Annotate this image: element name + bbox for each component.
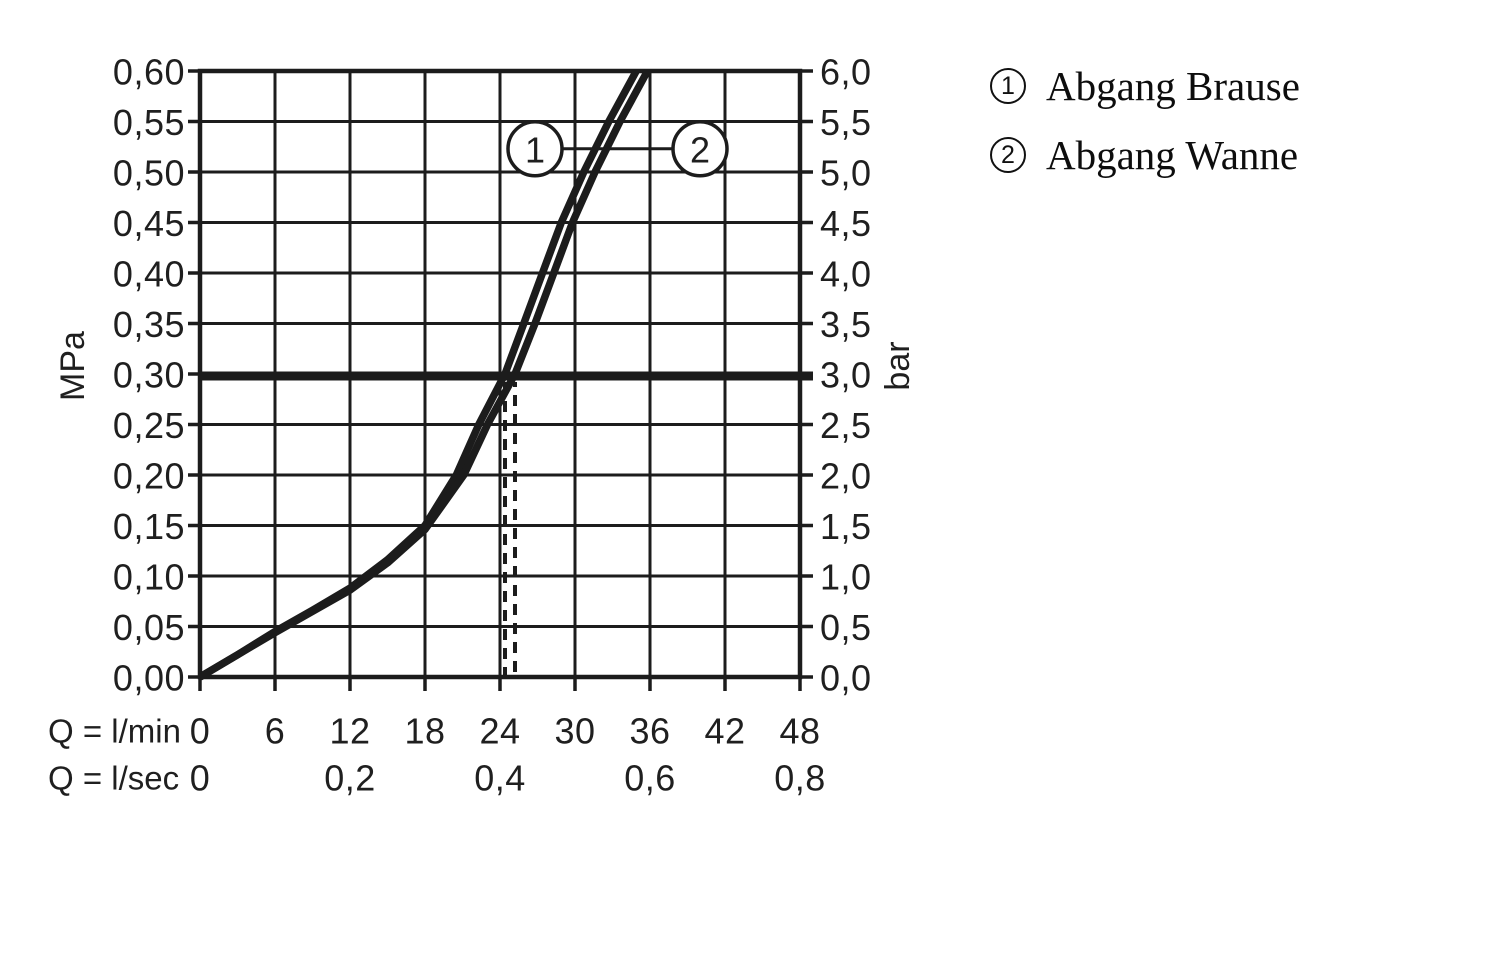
x-tick-label-lsec: 0 [190,758,211,799]
x-axis-prefix-lmin: Q = l/min [48,713,181,750]
y-left-tick-label: 0,00 [113,658,185,699]
y-right-tick-label: 2,5 [820,405,872,446]
y-left-tick-label: 0,35 [113,304,185,345]
legend-label-brause: Abgang Brause [1046,63,1300,109]
y-left-tick-label: 0,10 [113,557,185,598]
x-tick-label-lsec: 0,4 [474,758,526,799]
y-left-tick-label: 0,50 [113,153,185,194]
y-right-tick-label: 6,0 [820,52,872,93]
x-tick-label-lsec: 0,8 [774,758,826,799]
y-left-tick-label: 0,40 [113,254,185,295]
flow-chart-svg: 1 20,600,550,500,450,400,350,300,250,200,… [48,52,917,799]
y-right-tick-label: 5,0 [820,153,872,194]
y-left-unit-label: MPa [54,331,92,401]
callout-circle-1 [506,120,564,178]
y-right-tick-label: 1,5 [820,506,872,547]
y-right-tick-label: 0,5 [820,607,872,648]
callout-circle-2 [671,120,729,178]
y-left-tick-label: 0,05 [113,607,185,648]
x-tick-label-lsec: 0,2 [324,758,376,799]
y-right-unit-label: bar [879,341,917,390]
legend-marker-1-icon: 1 [990,68,1026,104]
y-left-tick-label: 0,30 [113,355,185,396]
y-left-tick-label: 0,55 [113,102,185,143]
x-tick-label-lmin: 48 [779,711,820,752]
y-right-tick-label: 4,5 [820,203,872,244]
y-right-tick-label: 5,5 [820,102,872,143]
y-right-tick-label: 4,0 [820,254,872,295]
x-tick-label-lmin: 0 [190,711,211,752]
callout-number-1: 1 [525,129,545,170]
flow-chart-figure: 1 2 0,60 0,55 0,50 0,45 0,40 0,35 0,30 0,25 0,20 0,… [48,52,917,799]
y-right-tick-label: 3,5 [820,304,872,345]
x-tick-label-lmin: 6 [265,711,286,752]
curve-2-wanne [198,69,651,681]
y-left-tick-label: 0,25 [113,405,185,446]
legend-marker-2-icon: 2 [990,137,1026,173]
callout-number-2: 2 [690,129,710,170]
legend: 1 Abgang Brause 2 Abgang Wanne [990,62,1300,179]
legend-item-brause: 1 Abgang Brause [990,62,1300,110]
y-right-tick-label: 3,0 [820,355,872,396]
y-right-tick-label: 0,0 [820,658,872,699]
x-tick-label-lsec: 0,6 [624,758,676,799]
y-right-tick-label: 1,0 [820,557,872,598]
y-right-tick-label: 2,0 [820,456,872,497]
legend-item-wanne: 2 Abgang Wanne [990,131,1300,179]
x-tick-label-lmin: 12 [329,711,370,752]
legend-label-wanne: Abgang Wanne [1046,132,1299,178]
x-tick-label-lmin: 42 [704,711,745,752]
x-tick-label-lmin: 36 [629,711,670,752]
x-tick-label-lmin: 24 [479,711,520,752]
y-left-tick-label: 0,45 [113,203,185,244]
x-tick-label-lmin: 30 [554,711,595,752]
x-axis-prefix-lsec: Q = l/sec [48,760,179,797]
y-left-tick-label: 0,20 [113,456,185,497]
x-tick-label-lmin: 18 [404,711,445,752]
y-left-tick-label: 0,60 [113,52,185,93]
y-left-tick-label: 0,15 [113,506,185,547]
